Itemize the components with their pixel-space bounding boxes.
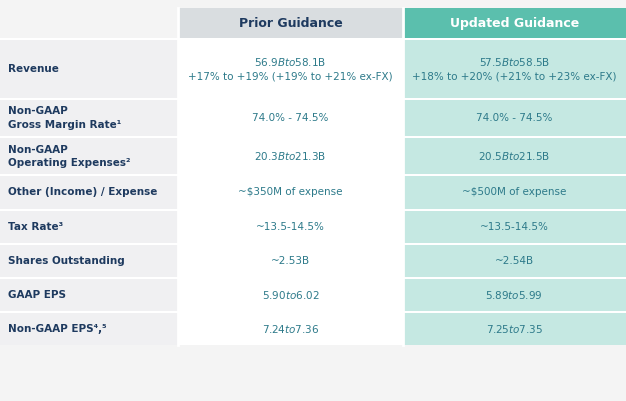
Bar: [403, 245, 626, 277]
Text: 74.0% - 74.5%: 74.0% - 74.5%: [476, 113, 553, 123]
Text: $57.5B to $58.5B
+18% to +20% (+21% to +23% ex-FX): $57.5B to $58.5B +18% to +20% (+21% to +…: [412, 57, 617, 82]
Text: Non-GAAP
Gross Margin Rate¹: Non-GAAP Gross Margin Rate¹: [8, 107, 121, 130]
Text: ~2.54B: ~2.54B: [495, 256, 534, 265]
Bar: [403, 100, 626, 136]
Bar: [0, 38, 626, 40]
Text: Other (Income) / Expense: Other (Income) / Expense: [8, 188, 157, 197]
Text: $56.9B to $58.1B
+17% to +19% (+19% to +21% ex-FX): $56.9B to $58.1B +17% to +19% (+19% to +…: [188, 57, 393, 82]
Text: Non-GAAP EPS⁴,⁵: Non-GAAP EPS⁴,⁵: [8, 324, 106, 334]
Bar: [0, 176, 178, 209]
Text: $5.90 to $6.02: $5.90 to $6.02: [262, 289, 319, 301]
Bar: [403, 8, 626, 38]
Bar: [0, 209, 626, 211]
Bar: [0, 136, 626, 138]
Bar: [403, 211, 626, 243]
Bar: [0, 243, 626, 245]
Bar: [178, 245, 403, 277]
Bar: [0, 174, 626, 176]
Bar: [178, 211, 403, 243]
Text: $7.25 to $7.35: $7.25 to $7.35: [486, 323, 543, 335]
Bar: [403, 279, 626, 311]
Bar: [403, 313, 626, 345]
Bar: [0, 98, 626, 100]
Bar: [403, 176, 626, 209]
Bar: [178, 100, 403, 136]
Text: Shares Outstanding: Shares Outstanding: [8, 256, 125, 265]
Bar: [0, 277, 626, 279]
Text: $5.89 to $5.99: $5.89 to $5.99: [485, 289, 543, 301]
Bar: [178, 313, 403, 345]
Text: Updated Guidance: Updated Guidance: [449, 16, 579, 30]
Text: 74.0% - 74.5%: 74.0% - 74.5%: [252, 113, 329, 123]
Bar: [0, 40, 178, 98]
Bar: [0, 211, 178, 243]
Text: Revenue: Revenue: [8, 64, 58, 74]
Text: GAAP EPS: GAAP EPS: [8, 290, 66, 300]
Bar: [178, 40, 403, 98]
Bar: [403, 138, 626, 174]
Bar: [178, 138, 403, 174]
Bar: [0, 245, 178, 277]
Text: $20.3B to $21.3B: $20.3B to $21.3B: [254, 150, 327, 162]
Bar: [0, 100, 178, 136]
Text: ~$350M of expense: ~$350M of expense: [239, 188, 342, 197]
Bar: [0, 311, 626, 313]
Text: ~13.5-14.5%: ~13.5-14.5%: [480, 222, 549, 231]
Bar: [178, 8, 403, 38]
Text: Non-GAAP
Operating Expenses²: Non-GAAP Operating Expenses²: [8, 145, 130, 168]
Text: ~13.5-14.5%: ~13.5-14.5%: [256, 222, 325, 231]
Bar: [178, 176, 403, 209]
Text: ~2.53B: ~2.53B: [271, 256, 310, 265]
Text: ~$500M of expense: ~$500M of expense: [462, 188, 567, 197]
Bar: [178, 279, 403, 311]
Bar: [0, 313, 178, 345]
Text: Prior Guidance: Prior Guidance: [239, 16, 342, 30]
Bar: [0, 279, 178, 311]
Bar: [0, 138, 178, 174]
Text: $20.5B to $21.5B: $20.5B to $21.5B: [478, 150, 550, 162]
Text: $7.24 to $7.36: $7.24 to $7.36: [262, 323, 319, 335]
Bar: [0, 8, 178, 38]
Text: Tax Rate³: Tax Rate³: [8, 222, 63, 231]
Bar: [403, 40, 626, 98]
